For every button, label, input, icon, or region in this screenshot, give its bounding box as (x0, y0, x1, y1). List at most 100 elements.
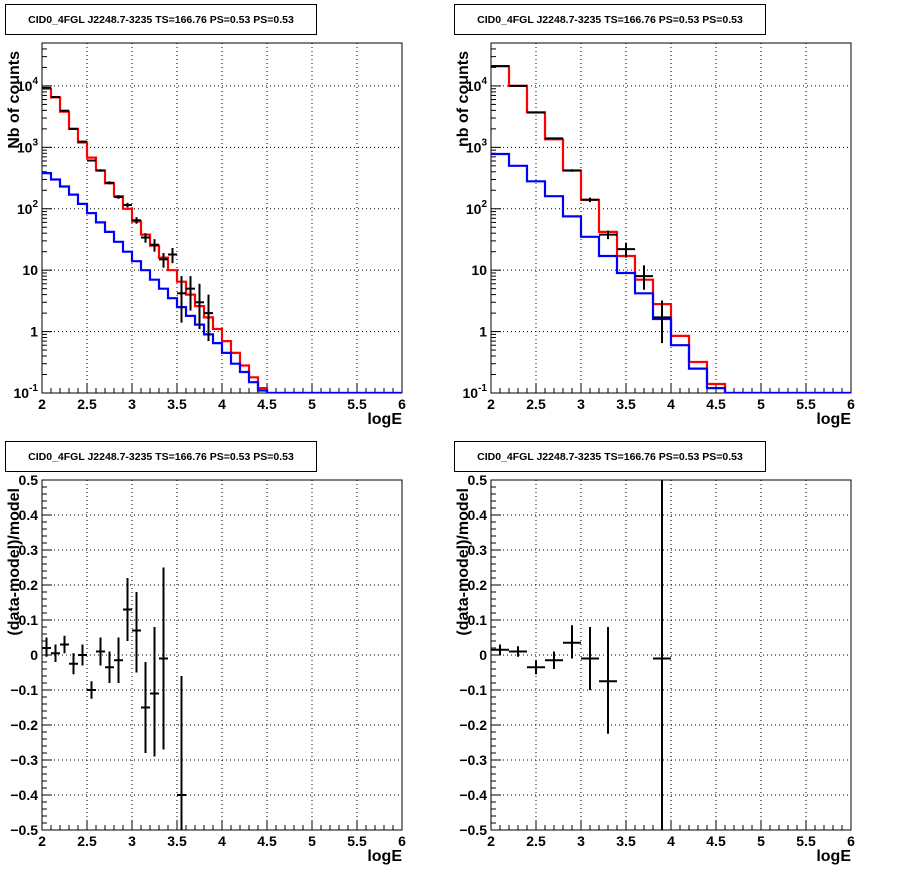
y-tick-label: 0 (30, 647, 38, 663)
x-tick-label: 5 (308, 833, 316, 849)
x-tick-label: 4.5 (706, 396, 726, 412)
x-tick-label: 2 (38, 396, 46, 412)
data-point (60, 635, 69, 654)
x-tick-label: 2.5 (526, 833, 546, 849)
y-tick-label: 0.2 (468, 577, 488, 593)
x-tick-label: 4.5 (257, 396, 277, 412)
y-tick-label: 0.5 (468, 472, 488, 488)
y-tick-label: 1 (479, 324, 487, 340)
x-axis-label: logE (816, 411, 851, 428)
x-tick-label: 2 (487, 396, 495, 412)
x-tick-label: 3 (577, 833, 585, 849)
y-tick-label: 0 (479, 647, 487, 663)
data-point (177, 276, 186, 323)
y-tick-label: 0.5 (19, 472, 39, 488)
data-point (204, 294, 213, 342)
x-tick-label: 5.5 (347, 833, 367, 849)
x-axis-label: logE (816, 848, 851, 865)
data-point (87, 681, 96, 699)
data-point (42, 86, 51, 89)
data-point (177, 676, 186, 830)
data-point (617, 242, 635, 258)
y-tick-label: −0.2 (459, 717, 487, 733)
y-tick-label: 10 (22, 262, 38, 278)
data-point (195, 283, 204, 330)
data-point (635, 265, 653, 290)
data-point (87, 159, 96, 162)
y-tick-label: −0.5 (10, 822, 38, 838)
data-point (60, 109, 69, 112)
data-point (491, 644, 509, 655)
y-tick-label: 102 (466, 199, 488, 217)
data-point (527, 111, 545, 114)
y-tick-label: 10-1 (463, 383, 488, 401)
y-tick-label: −0.2 (10, 717, 38, 733)
series-model-source-line (42, 172, 402, 393)
data-point (159, 253, 168, 268)
chart-panel-3: 2 2.5 3 3.5 4 4.5 5 5.5 6 −0.5 −0.4 −0.3 −0.2 −0.1 0 0.… (6, 472, 406, 865)
data-point (599, 627, 617, 734)
data-point (69, 127, 78, 130)
x-tick-label: 6 (398, 833, 406, 849)
data-point (527, 660, 545, 675)
y-axis-label: (data-model)/model (6, 488, 23, 636)
y-tick-label: 0.4 (19, 507, 39, 523)
data-point (168, 247, 177, 264)
data-point (132, 592, 141, 673)
chart-panel-2: 2 2.5 3 3.5 4 4.5 5 5.5 6 10-1 1 10 102 103 104 logE nb … (455, 42, 855, 428)
data-point (132, 217, 141, 224)
x-tick-label: 5.5 (796, 833, 816, 849)
y-tick-label: −0.5 (459, 822, 487, 838)
data-point (51, 644, 60, 662)
x-tick-label: 3 (128, 396, 136, 412)
y-tick-label: −0.1 (459, 682, 487, 698)
data-point (78, 140, 87, 143)
data-point (141, 662, 150, 753)
data-point (69, 653, 78, 675)
x-tick-label: 4 (218, 833, 226, 849)
y-tick-label: −0.4 (459, 787, 487, 803)
data-point (96, 637, 105, 666)
series-group (42, 86, 402, 393)
y-tick-label: 104 (466, 76, 488, 94)
chart-panel-1: 2 2.5 3 3.5 4 4.5 5 5.5 6 10-1 1 10 102 103 104 logE Nb … (6, 42, 406, 428)
x-tick-label: 3 (577, 396, 585, 412)
x-tick-label: 2.5 (77, 833, 97, 849)
x-tick-label: 3.5 (616, 396, 636, 412)
y-axis-label: Nb of counts (6, 51, 23, 149)
series-model-source-line (491, 152, 851, 393)
data-point (581, 197, 599, 203)
data-point (105, 181, 114, 185)
x-tick-label: 5 (308, 396, 316, 412)
x-axis-label: logE (367, 848, 402, 865)
data-point (114, 637, 123, 683)
data-point (150, 627, 159, 757)
data-point (509, 646, 527, 657)
x-tick-label: 2.5 (526, 396, 546, 412)
data-point (105, 651, 114, 683)
panel-title-1: CID0_4FGL J2248.7-3235 TS=166.76 PS=0.53… (5, 4, 317, 35)
x-tick-label: 6 (847, 833, 855, 849)
y-tick-label: 0.3 (19, 542, 39, 558)
data-point (581, 627, 599, 690)
y-tick-label: 103 (466, 137, 488, 155)
data-point (599, 230, 617, 240)
y-tick-label: 0.3 (468, 542, 488, 558)
x-tick-label: 3.5 (616, 833, 636, 849)
x-tick-label: 5 (757, 833, 765, 849)
x-tick-label: 4 (667, 396, 675, 412)
x-tick-label: 3.5 (167, 833, 187, 849)
y-tick-label: 0.1 (468, 612, 488, 628)
x-tick-label: 2 (38, 833, 46, 849)
y-tick-label: 0.4 (468, 507, 488, 523)
y-tick-label: 103 (17, 137, 39, 155)
x-tick-label: 2.5 (77, 396, 97, 412)
chart-panel-4: 2 2.5 3 3.5 4 4.5 5 5.5 6 −0.5 −0.4 −0.3 −0.2 −0.1 0 0.… (455, 472, 855, 865)
data-point (42, 637, 51, 657)
x-tick-label: 3.5 (167, 396, 187, 412)
data-point (509, 84, 527, 87)
data-point (51, 96, 60, 99)
data-point (653, 300, 671, 344)
x-tick-label: 2 (487, 833, 495, 849)
